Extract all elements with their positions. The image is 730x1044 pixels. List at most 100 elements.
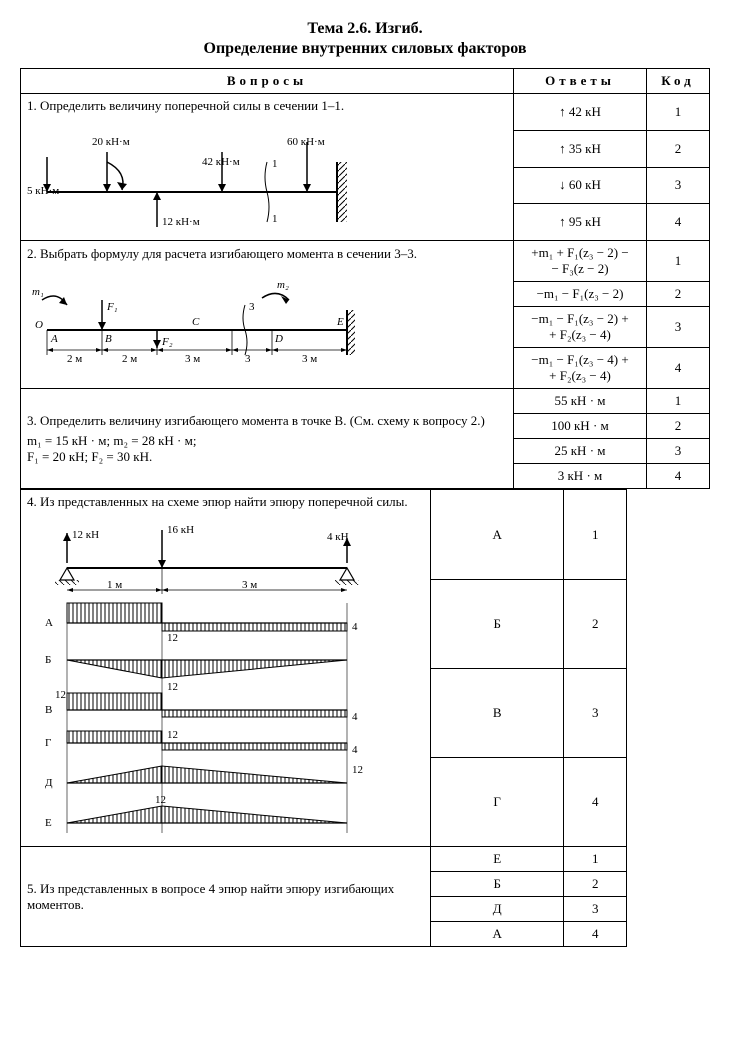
q2-c2: 2 [647,282,710,307]
q3-c3: 3 [647,439,710,464]
q3-c4: 4 [647,464,710,489]
q1-diagram: 5 кН·м 20 кН·м 12 кН·м 42 кН·м [27,122,507,236]
q2-cell: 2. Выбрать формулу для расчета изгибающе… [21,241,514,389]
q5-a3: Д [431,897,564,922]
q2-c4: 4 [647,348,710,389]
q4-A-12: 12 [167,632,178,644]
q1-a3: ↓ 60 кН [514,167,647,204]
q4-E-12: 12 [155,794,166,806]
q4-V-4: 4 [352,711,358,723]
q4-f4: 4 кН [327,531,349,543]
q1-f42-label: 42 кН·м [202,156,240,168]
q4-labE: Е [45,817,52,829]
upper-table: Вопросы Ответы Код 1. Определить величин… [20,68,710,489]
q1-sec-top: 1 [272,158,278,170]
q4-d1: 1 м [107,579,122,591]
q2-d3b: 3 [245,353,251,365]
header-answers: Ответы [514,69,647,94]
q4-c2: 2 [564,580,627,669]
q3-a2: 100 кН · м [514,414,647,439]
q4-a3: В [431,669,564,758]
q3-a1: 55 кН · м [514,389,647,414]
q2-c1: 1 [647,241,710,282]
q4-labB: Б [45,654,51,666]
q5-c2: 2 [564,872,627,897]
q2-f1: F₁ [106,301,118,313]
q3-c1: 1 [647,389,710,414]
header-code: Код [647,69,710,94]
q4-f16: 16 кН [167,524,194,536]
q1-c2: 2 [647,130,710,167]
q1-a2: ↑ 35 кН [514,130,647,167]
q4-diagram: 12 кН 16 кН 4 кН 1 м [27,518,424,842]
q5-c1: 1 [564,847,627,872]
q4-c4: 4 [564,758,627,847]
q1-f12-label: 12 кН·м [162,216,200,228]
q3-line1: 3. Определить величину изгибающего момен… [27,413,507,429]
q5-text: 5. Из представленных в вопросе 4 эпюр на… [27,881,424,913]
q2-d4: 3 м [302,353,317,365]
q2-a4: −m₁ − F₁(z₃ − 4) + + F₂(z₃ − 4) [514,348,647,389]
q2-a3: −m₁ − F₁(z₃ − 2) + + F₂(z₃ − 4) [514,307,647,348]
q2-D: D [274,333,283,345]
q2-diagram: 2 м 2 м 3 м 3 3 м m₁ m₂ F₁ [27,270,507,384]
q4-f12: 12 кН [72,529,99,541]
q2-a1: +m₁ + F₁(z₃ − 2) − − F₃(z − 2) [514,241,647,282]
q3-line2: m₁ = 15 кН · м; m₂ = 28 кН · м; [27,433,507,449]
q2-A: A [50,333,58,345]
q4-G-12: 12 [167,729,178,741]
q5-a2: Б [431,872,564,897]
q1-c4: 4 [647,204,710,241]
q4-c1: 1 [564,490,627,580]
q1-f60-label: 60 кН·м [287,136,325,148]
q1-c1: 1 [647,94,710,131]
q1-a1: ↑ 42 кН [514,94,647,131]
title-line1: Тема 2.6. Изгиб. [20,20,710,38]
q4-labG: Г [45,737,51,749]
q3-cell: 3. Определить величину изгибающего момен… [21,389,514,489]
q1-f5-label: 5 кН·м [27,185,59,197]
q4-a1: А [431,490,564,580]
header-questions: Вопросы [21,69,514,94]
q4-c3: 3 [564,669,627,758]
q2-f2: F₂ [161,336,173,348]
q5-cell: 5. Из представленных в вопросе 4 эпюр на… [21,847,431,947]
q2-O: O [35,319,43,331]
q3-a3: 25 кН · м [514,439,647,464]
lower-table: 4. Из представленных на схеме эпюр найти… [20,489,627,947]
title-line2: Определение внутренних силовых факторов [20,40,710,58]
q2-a2: −m₁ − F₁(z₃ − 2) [514,282,647,307]
q2-m2: m₂ [277,279,289,291]
q4-labD: Д [45,777,53,789]
q4-a4: Г [431,758,564,847]
q5-a4: А [431,922,564,947]
q3-line3: F₁ = 20 кН; F₂ = 30 кН. [27,449,507,465]
q2-B: B [105,333,112,345]
q2-sec-top: 3 [249,301,255,313]
q2-d2: 2 м [122,353,137,365]
q1-text: 1. Определить величину поперечной силы в… [27,98,507,114]
q5-c4: 4 [564,922,627,947]
q4-text: 4. Из представленных на схеме эпюр найти… [27,494,424,510]
q3-a4: 3 кН · м [514,464,647,489]
q1-c3: 3 [647,167,710,204]
q4-A-4: 4 [352,621,358,633]
q2-d3: 3 м [185,353,200,365]
q4-d3: 3 м [242,579,257,591]
q4-D-12: 12 [352,764,363,776]
q2-c3: 3 [647,307,710,348]
q4-cell: 4. Из представленных на схеме эпюр найти… [21,490,431,847]
q4-B-12: 12 [167,681,178,693]
q1-f20-label: 20 кН·м [92,136,130,148]
q4-labV: В [45,704,52,716]
q4-labA: А [45,617,53,629]
q1-cell: 1. Определить величину поперечной силы в… [21,94,514,241]
q5-a1: Е [431,847,564,872]
q4-G-4: 4 [352,744,358,756]
q4-V-12: 12 [55,689,66,701]
q4-a2: Б [431,580,564,669]
q2-C: C [192,316,200,328]
q1-sec-bot: 1 [272,213,278,225]
q2-m1: m₁ [32,286,44,298]
q2-text: 2. Выбрать формулу для расчета изгибающе… [27,246,507,262]
